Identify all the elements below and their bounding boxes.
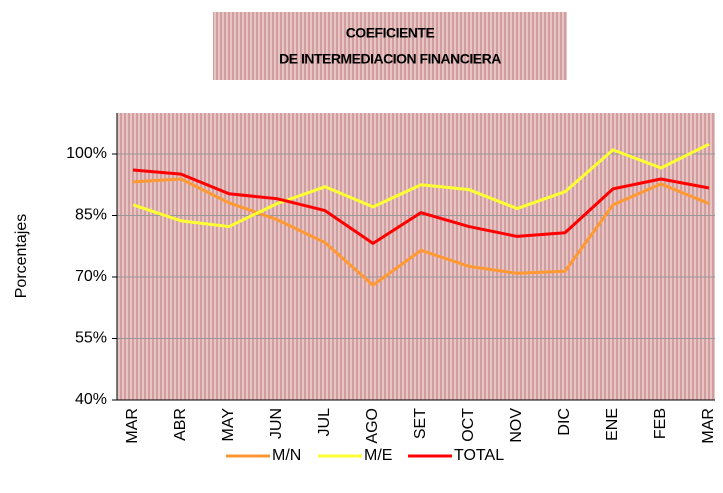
y-axis-label: Porcentajes — [13, 214, 30, 299]
x-tick-label: SET — [412, 408, 429, 439]
x-tick-label: NOV — [508, 408, 525, 443]
series-line — [132, 168, 710, 245]
y-tick-label: 100% — [66, 145, 107, 162]
series-line — [132, 142, 710, 229]
x-tick-label: DIC — [556, 408, 573, 436]
x-tick-label: OCT — [460, 408, 477, 442]
y-tick-label: 70% — [75, 268, 107, 285]
legend-label: TOTAL — [454, 447, 504, 464]
y-tick-label: 40% — [75, 391, 107, 408]
chart-title: COEFICIENTE — [346, 25, 435, 41]
legend-label: M/N — [272, 447, 301, 464]
x-tick-label: MAR — [700, 408, 717, 444]
x-tick-label: ABR — [172, 408, 189, 441]
x-tick-label: ENE — [604, 408, 621, 441]
y-tick-label: 85% — [75, 207, 107, 224]
series-line — [132, 177, 710, 287]
chart-title: DE INTERMEDIACION FINANCIERA — [279, 51, 501, 67]
x-tick-label: AGO — [364, 408, 381, 444]
plot-area — [117, 113, 715, 400]
x-tick-label: MAY — [220, 408, 237, 442]
y-tick-label: 55% — [75, 330, 107, 347]
legend-label: M/E — [364, 447, 392, 464]
x-tick-label: JUL — [316, 408, 333, 437]
x-tick-label: JUN — [268, 408, 285, 439]
x-tick-label: FEB — [652, 408, 669, 439]
title-box — [213, 12, 567, 80]
x-tick-label: MAR — [124, 408, 141, 444]
